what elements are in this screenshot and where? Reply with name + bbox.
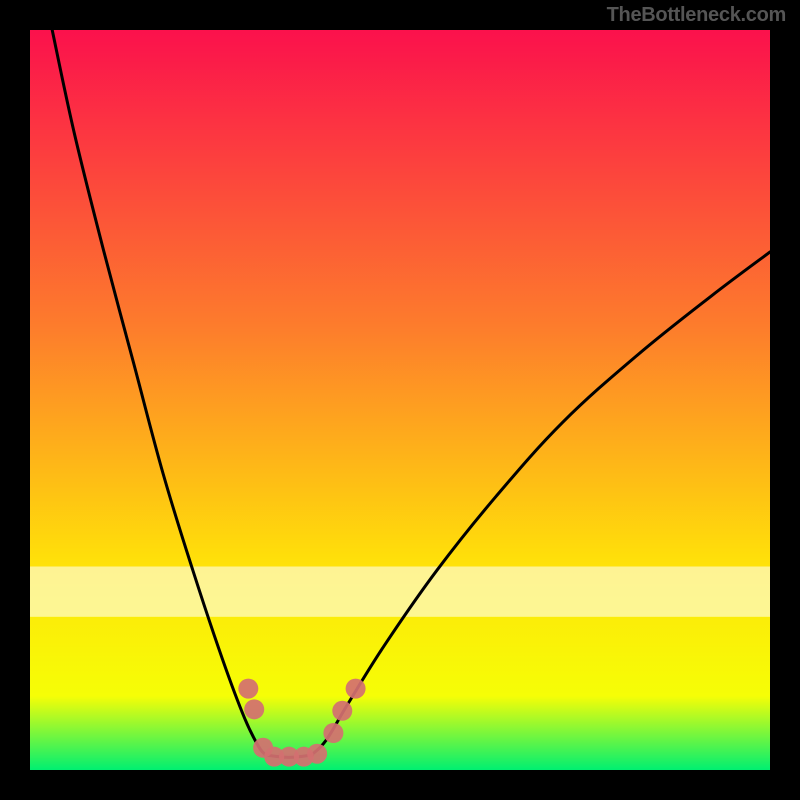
chart-svg — [30, 30, 770, 770]
plot-area — [30, 30, 770, 770]
chart-frame: TheBottleneck.com — [0, 0, 800, 800]
watermark: TheBottleneck.com — [607, 4, 786, 27]
